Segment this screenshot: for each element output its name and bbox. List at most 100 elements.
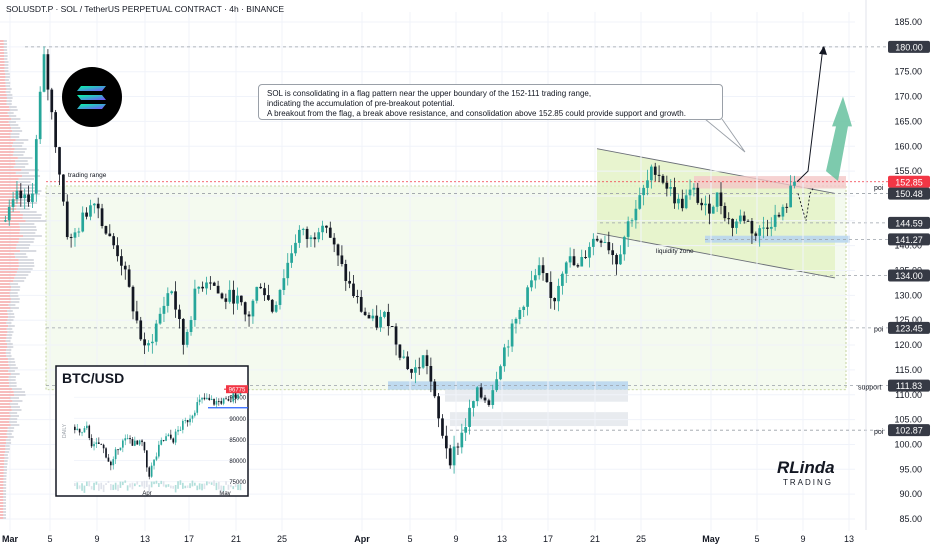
candle-body	[518, 310, 522, 319]
candle-body	[69, 237, 73, 239]
candle-body	[475, 387, 479, 402]
volume-profile-bar	[3, 514, 7, 516]
candle	[46, 49, 50, 101]
candle	[584, 250, 587, 259]
candle	[193, 279, 197, 327]
candle-body	[104, 226, 108, 234]
btc-candle-body	[189, 418, 191, 423]
btc-volume-bar	[208, 481, 211, 484]
volume-profile-bar	[14, 394, 26, 396]
volume-profile-bar	[8, 370, 15, 372]
candle	[568, 247, 572, 268]
btc-x-tick: May	[219, 491, 230, 497]
volume-profile-bar	[5, 340, 11, 342]
volume-profile-bar	[10, 133, 20, 135]
volume-profile-bar	[14, 253, 27, 255]
volume-profile-bar	[15, 163, 29, 165]
volume-profile-bar	[0, 271, 17, 273]
candle-body	[81, 212, 85, 232]
volume-profile-bar	[0, 445, 6, 447]
candle-body	[495, 379, 498, 391]
candle	[150, 333, 154, 354]
callout-line-1: SOL is consolidating in a flag pattern n…	[267, 89, 592, 98]
candle-body	[433, 381, 437, 397]
btc-candle	[86, 421, 88, 487]
candle	[777, 212, 781, 218]
poi-top-label: poi	[874, 185, 884, 192]
volume-profile-bar	[0, 244, 17, 246]
candle-body	[224, 298, 228, 302]
candle	[50, 87, 54, 120]
x-tick-label: May	[702, 534, 720, 544]
candle-body	[769, 226, 773, 229]
candle	[81, 206, 85, 233]
volume-profile-bar	[0, 487, 4, 489]
candle	[127, 264, 131, 288]
price-label: 123.45	[895, 323, 923, 333]
candle-body	[793, 181, 796, 186]
btc-candle-body	[98, 442, 100, 444]
candle	[209, 276, 212, 290]
candle-body	[746, 220, 750, 222]
btc-candle-body	[114, 449, 117, 460]
candle-body	[328, 227, 332, 238]
volume-profile-bar	[18, 241, 34, 243]
candle	[108, 224, 112, 237]
candle	[781, 204, 785, 221]
candle-body	[23, 194, 27, 199]
volume-profile-bar	[0, 433, 7, 435]
volume-profile-bar	[0, 298, 11, 300]
candle	[181, 318, 185, 355]
btc-candle	[165, 433, 167, 488]
price-label-box	[888, 269, 930, 282]
candle-body	[297, 229, 301, 243]
btc-candle-body	[186, 420, 189, 423]
candle	[336, 243, 340, 267]
btc-y-tick: 90000	[229, 417, 246, 423]
candle-body	[232, 289, 235, 304]
volume-profile-bar	[0, 388, 12, 390]
btc-volume-bar	[95, 481, 98, 485]
btc-y-tick: 85000	[229, 438, 246, 444]
x-tick-label: 25	[277, 534, 287, 544]
btc-volume-bar	[93, 482, 95, 491]
volume-profile-bar	[15, 172, 29, 174]
candle	[738, 209, 742, 225]
volume-profile-bar	[0, 268, 18, 270]
candle	[348, 271, 351, 289]
y-tick-label: 105.00	[894, 415, 922, 425]
btc-volume-bar	[189, 483, 191, 489]
candle-body	[754, 233, 758, 236]
candle-body	[599, 240, 603, 243]
volume-profile-bar	[6, 100, 12, 102]
candle-body	[239, 295, 243, 303]
btc-volume-bar	[167, 484, 170, 487]
btc-candle-body	[88, 425, 91, 439]
volume-profile-bar	[0, 241, 19, 243]
candle	[793, 175, 796, 189]
volume-profile-bar	[14, 277, 27, 279]
chart-title: SOLUSDT.P · SOL / TetherUS PERPETUAL CON…	[6, 4, 285, 14]
candle	[228, 280, 232, 304]
candle	[433, 379, 437, 399]
btc-candle	[112, 456, 115, 491]
candle	[38, 86, 42, 145]
candle	[62, 174, 65, 206]
projection-retest	[797, 188, 814, 221]
btc-candle	[83, 425, 86, 493]
btc-y-tick: 75000	[229, 480, 246, 486]
volume-profile-bar	[16, 181, 31, 183]
volume-profile-bar	[0, 154, 13, 156]
candle	[684, 189, 688, 210]
volume-profile-bar	[3, 484, 7, 486]
volume-profile-bar	[0, 439, 6, 441]
btc-candle	[237, 393, 239, 491]
btc-candle-body	[124, 438, 127, 441]
btc-candle-body	[78, 428, 81, 433]
volume-profile-bar	[0, 97, 7, 99]
candle	[224, 293, 228, 310]
candle-body	[139, 320, 143, 340]
candle-body	[209, 282, 212, 284]
btc-candle-body	[196, 402, 199, 413]
candle-body	[332, 237, 336, 245]
